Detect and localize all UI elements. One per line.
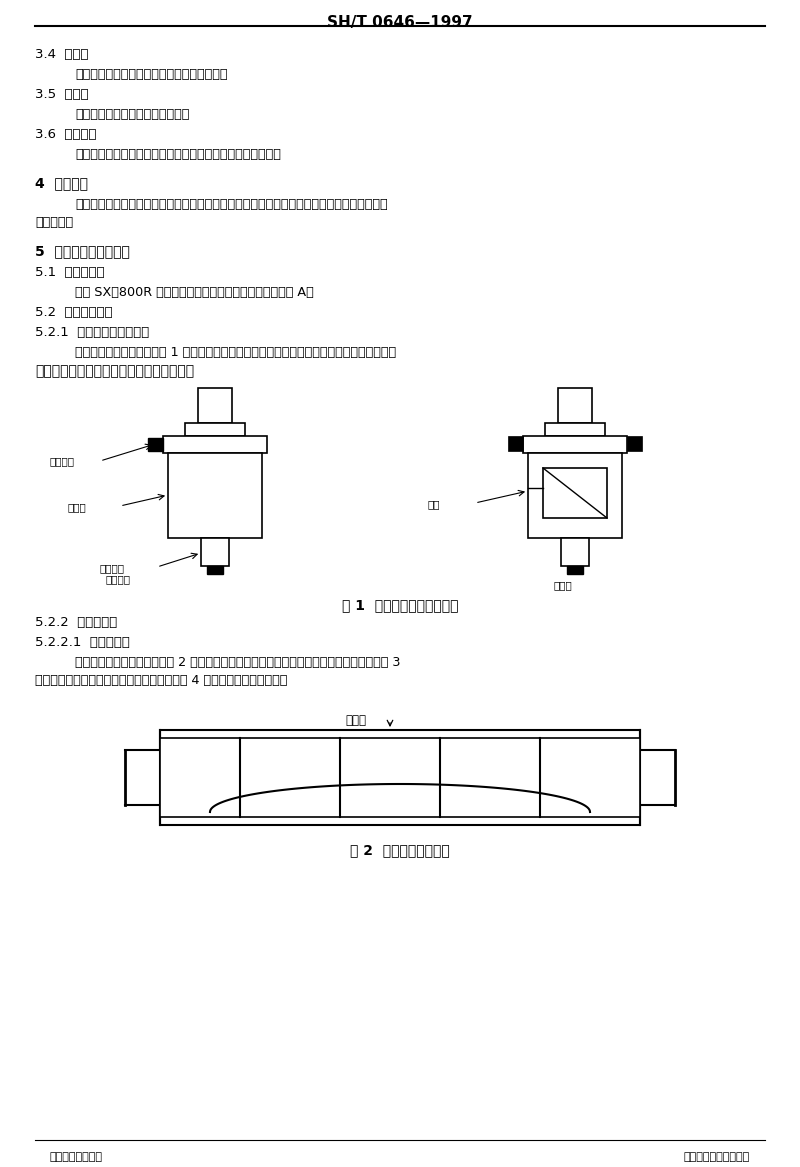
- Text: 器应安装在原燃料罐的地方，用螺栓固定。: 器应安装在原燃料罐的地方，用螺栓固定。: [35, 364, 194, 378]
- Bar: [168, 453, 262, 538]
- Text: 隔热板: 隔热板: [345, 714, 366, 727]
- Text: 5.2.2  消音器改造: 5.2.2 消音器改造: [35, 616, 118, 629]
- Bar: [567, 566, 583, 574]
- Text: 浮子室: 浮子室: [67, 502, 86, 512]
- Bar: [543, 468, 607, 518]
- Text: 在规定的试验条件下，通过测量参比油和试验油的排气烟度，计算出烟度指数来评价试验油的: 在规定的试验条件下，通过测量参比油和试验油的排气烟度，计算出烟度指数来评价试验油…: [75, 198, 388, 211]
- Text: 5.2.1  燃料入口压力的控制: 5.2.1 燃料入口压力的控制: [35, 326, 150, 338]
- Bar: [523, 436, 627, 453]
- Text: 3.6  混合燃料: 3.6 混合燃料: [35, 128, 97, 141]
- Text: 5.1  试验发动机: 5.1 试验发动机: [35, 266, 105, 279]
- Bar: [627, 436, 642, 450]
- Bar: [163, 436, 267, 453]
- Text: 石油化工行业标准: 石油化工行业标准: [50, 1152, 103, 1162]
- Text: 4  方法概要: 4 方法概要: [35, 176, 88, 190]
- Bar: [207, 566, 223, 574]
- Bar: [185, 422, 245, 436]
- Text: 拆除消音器上的隔热板，如图 2 所示。沿着铆接线及排气管上半周焊接线拆开消音器，如图 3: 拆除消音器上的隔热板，如图 2 所示。沿着铆接线及排气管上半周焊接线拆开消音器，…: [75, 656, 401, 669]
- Bar: [160, 731, 640, 825]
- Text: 燃料出口: 燃料出口: [100, 562, 125, 573]
- Text: 图 2  拆除隔热板示意图: 图 2 拆除隔热板示意图: [350, 843, 450, 857]
- Text: 试验前将试验用燃料与二冲程油按混合比调合而成的混合油。: 试验前将试验用燃料与二冲程油按混合比调合而成的混合油。: [75, 148, 281, 161]
- Text: 浮子: 浮子: [427, 499, 439, 509]
- Text: 5.2  发动机的改造: 5.2 发动机的改造: [35, 306, 113, 319]
- Bar: [558, 387, 592, 422]
- Bar: [148, 438, 163, 450]
- Bar: [545, 422, 605, 436]
- Text: 5.2.2.1  拆除玻璃棉: 5.2.2.1 拆除玻璃棉: [35, 636, 130, 649]
- Text: 试验用燃料与二冲程油的体积比。: 试验用燃料与二冲程油的体积比。: [75, 109, 190, 121]
- Bar: [508, 436, 523, 450]
- Text: 排烟性能。: 排烟性能。: [35, 216, 73, 229]
- Text: 纵剖面: 纵剖面: [553, 580, 572, 591]
- Bar: [160, 738, 640, 817]
- Text: 3.4  校机油: 3.4 校机油: [35, 48, 89, 61]
- Text: 所示。除去消音器的玻璃棉，保留隔板，如图 4 所示。重新焊好消音器。: 所示。除去消音器的玻璃棉，保留隔板，如图 4 所示。重新焊好消音器。: [35, 675, 287, 687]
- Text: SH/T 0646—1997: SH/T 0646—1997: [327, 15, 473, 30]
- Bar: [201, 538, 229, 566]
- Text: 图 1  燃料压力调节器示意图: 图 1 燃料压力调节器示意图: [342, 598, 458, 612]
- Text: 从发动机拆下燃料罐。按图 1 所示准备一个燃料压力调节器以便控制燃料压力。燃料压力调节: 从发动机拆下燃料罐。按图 1 所示准备一个燃料压力调节器以便控制燃料压力。燃料压…: [75, 345, 396, 359]
- Text: （改装）: （改装）: [105, 574, 130, 584]
- Text: 山东省标准剴批准发布: 山东省标准剴批准发布: [684, 1152, 750, 1162]
- Text: 5  试验设备与仪器仪表: 5 试验设备与仪器仪表: [35, 244, 130, 258]
- Text: 燃料入口: 燃料入口: [50, 456, 75, 466]
- Bar: [198, 387, 232, 422]
- Text: 用来确认发动机是否处于正常状态的标准油。: 用来确认发动机是否处于正常状态的标准油。: [75, 68, 227, 81]
- Bar: [561, 538, 589, 566]
- Text: 3.5  混合比: 3.5 混合比: [35, 88, 89, 102]
- Text: 铃木 SX－800R 发电机组的发动机，主要技术参数见附录 A。: 铃木 SX－800R 发电机组的发动机，主要技术参数见附录 A。: [75, 286, 314, 299]
- Bar: [528, 453, 622, 538]
